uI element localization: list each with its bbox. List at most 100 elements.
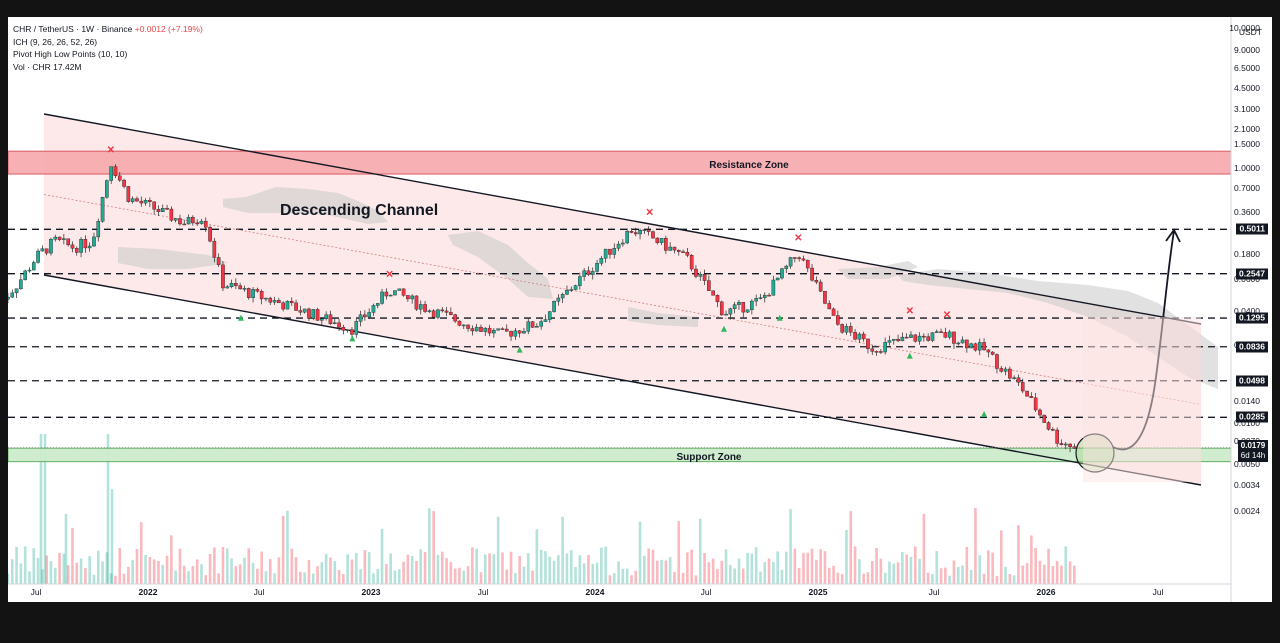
volume-bar: [436, 554, 440, 584]
volume-bar: [582, 563, 586, 584]
resistance-zone-rect[interactable]: [8, 150, 1232, 175]
candle-body: [999, 368, 1004, 372]
support-zone-rect[interactable]: [8, 447, 1232, 463]
volume-bar: [432, 511, 435, 584]
cloud-segment: [223, 187, 388, 224]
volume-bar: [944, 567, 947, 584]
volume-bar: [1051, 566, 1055, 584]
volume-bar: [991, 552, 994, 584]
candle-body: [1055, 429, 1059, 444]
candle-body: [1038, 409, 1042, 416]
candle-body: [651, 231, 655, 239]
symbol-line: CHR / TetherUS · 1W · Binance: [13, 24, 133, 34]
volume-bar: [39, 434, 43, 584]
volume-bar: [883, 572, 887, 584]
candle-body: [810, 267, 814, 281]
candle-body: [117, 175, 122, 181]
candle-body: [40, 248, 45, 252]
legend-pivots[interactable]: Pivot High Low Points (10, 10): [13, 49, 128, 60]
volume-bar: [286, 510, 289, 584]
candle-body: [1020, 382, 1025, 392]
volume-bar: [131, 559, 134, 584]
volume-bar: [329, 557, 332, 584]
channel-lower-line[interactable]: [43, 274, 1202, 486]
level-badge: 0.2547: [1236, 268, 1268, 280]
legend-symbol[interactable]: CHR / TetherUS · 1W · Binance +0.0012 (+…: [13, 23, 203, 36]
volume-bar: [251, 562, 255, 584]
candle-body: [698, 273, 703, 277]
axis-unit[interactable]: USDT: [1238, 27, 1262, 37]
candle-body: [857, 333, 862, 340]
price-tick: 10.0000: [1229, 23, 1260, 33]
volume-bar: [1004, 566, 1007, 584]
time-tick: 2025: [808, 587, 828, 597]
volume-bar: [905, 554, 908, 584]
legend-volume[interactable]: Vol · CHR 17.42M: [13, 61, 82, 72]
volume-bar: [746, 552, 749, 584]
right-shade: [1083, 317, 1201, 482]
time-tick: Jul: [30, 587, 42, 597]
candle-body: [354, 321, 359, 335]
candle-body: [191, 217, 195, 224]
volume-bar: [428, 508, 431, 584]
candle-body: [874, 351, 879, 353]
volume-bar: [509, 551, 513, 584]
candle-body: [143, 200, 148, 204]
time-tick: Jul: [928, 587, 940, 597]
candle-body: [616, 243, 621, 249]
candle-body: [285, 300, 290, 310]
volume-bar: [273, 573, 276, 584]
volume-bar: [453, 568, 457, 584]
candle-body: [19, 279, 23, 289]
candle-body: [500, 328, 505, 330]
time-tick: Jul: [477, 587, 489, 597]
price-tick: 0.0140: [1234, 396, 1260, 406]
candle-body: [8, 296, 10, 300]
volume-bar: [148, 556, 152, 584]
volume-bar: [157, 560, 160, 584]
candle-body: [556, 297, 561, 302]
volume-bar: [965, 546, 969, 584]
candle-body: [973, 343, 978, 351]
volume-bar: [182, 565, 186, 584]
volume-bar: [106, 434, 110, 584]
channel-upper-line[interactable]: [43, 113, 1202, 325]
candle-body: [375, 303, 380, 306]
volume-bar: [630, 575, 633, 584]
volume-bar: [1030, 535, 1033, 584]
volume-bar: [19, 563, 23, 584]
candle-body: [728, 308, 733, 315]
volume-bar: [479, 572, 483, 584]
volume-bar: [299, 571, 302, 584]
candle-body: [646, 229, 651, 232]
volume-bar: [406, 554, 410, 584]
candle-body: [83, 239, 88, 249]
volume-bar: [849, 511, 853, 584]
candle-body: [148, 200, 152, 202]
volume-bar: [1047, 548, 1050, 584]
volume-bar: [161, 564, 165, 584]
volume-bar: [931, 574, 934, 584]
volume-bar: [1038, 560, 1042, 584]
price-tick: 0.1800: [1234, 249, 1260, 259]
volume-bar: [342, 573, 345, 584]
price-tick: 0.0034: [1234, 480, 1260, 490]
candle-body: [969, 343, 973, 349]
candle-body: [530, 321, 535, 328]
price-chart[interactable]: ✕ ✕ ✕ ✕ ✕ ✕: [8, 17, 1272, 602]
candle-body: [449, 312, 453, 315]
candle-body: [487, 327, 492, 334]
volume-bar: [187, 571, 190, 584]
volume-bar: [797, 568, 801, 584]
volume-bar: [961, 565, 964, 584]
candle-body: [27, 269, 32, 272]
volume-bar: [784, 551, 788, 584]
candle-body: [1051, 429, 1055, 431]
candle-body: [960, 339, 965, 344]
candle-body: [384, 291, 389, 297]
legend-ichimoku[interactable]: ICH (9, 26, 26, 52, 26): [13, 36, 98, 47]
candle-body: [793, 257, 797, 259]
volume-bar: [471, 547, 474, 584]
volume-bar: [79, 558, 83, 584]
candle-body: [1063, 443, 1068, 446]
